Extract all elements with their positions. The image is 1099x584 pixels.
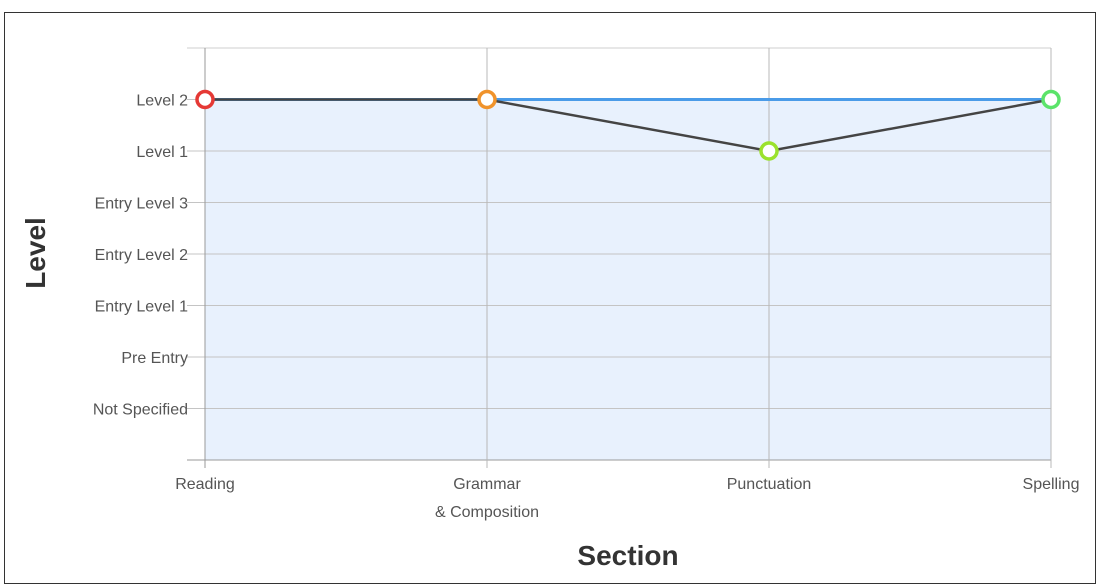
x-tick-label: Grammar	[453, 476, 521, 493]
gridlines	[187, 47, 1052, 468]
data-point	[477, 89, 497, 110]
y-tick-label: Pre Entry	[121, 350, 188, 367]
x-tick-label: Reading	[175, 476, 235, 493]
y-tick-label: Level 2	[136, 93, 188, 110]
data-point	[759, 141, 779, 161]
x-tick-label: Punctuation	[727, 476, 812, 493]
y-tick-label: Entry Level 1	[95, 299, 188, 316]
y-axis-title: Level	[20, 217, 51, 289]
plot-fill	[205, 99, 1051, 460]
y-tick-label: Level 1	[136, 144, 188, 161]
x-axis-title: Section	[577, 540, 678, 571]
y-tick-label: Entry Level 3	[95, 196, 188, 213]
x-tick-label: Spelling	[1023, 476, 1080, 493]
y-tick-label: Not Specified	[93, 402, 188, 419]
y-axis-ticks: Not Specified Pre Entry Entry Level 1 Entry…	[93, 93, 188, 419]
data-point	[195, 89, 215, 110]
y-tick-label: Entry Level 2	[95, 247, 188, 264]
x-tick-label: & Composition	[435, 504, 539, 521]
x-axis-ticks: Reading Grammar & Composition Punctuation Sp…	[175, 476, 1079, 521]
actual-line	[205, 98, 1052, 153]
data-points	[195, 89, 1061, 161]
data-point	[1041, 89, 1061, 110]
